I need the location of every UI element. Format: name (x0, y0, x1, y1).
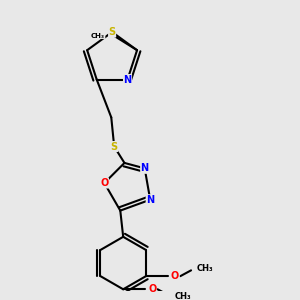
Text: O: O (148, 284, 157, 294)
Text: CH₃: CH₃ (197, 264, 214, 273)
Text: CH₃: CH₃ (91, 33, 105, 39)
Text: S: S (111, 142, 118, 152)
Text: N: N (146, 195, 154, 205)
Text: N: N (141, 163, 149, 173)
Text: S: S (109, 27, 116, 37)
Text: O: O (100, 178, 109, 188)
Text: N: N (124, 74, 132, 85)
Text: O: O (171, 271, 179, 281)
Text: CH₃: CH₃ (174, 292, 191, 300)
